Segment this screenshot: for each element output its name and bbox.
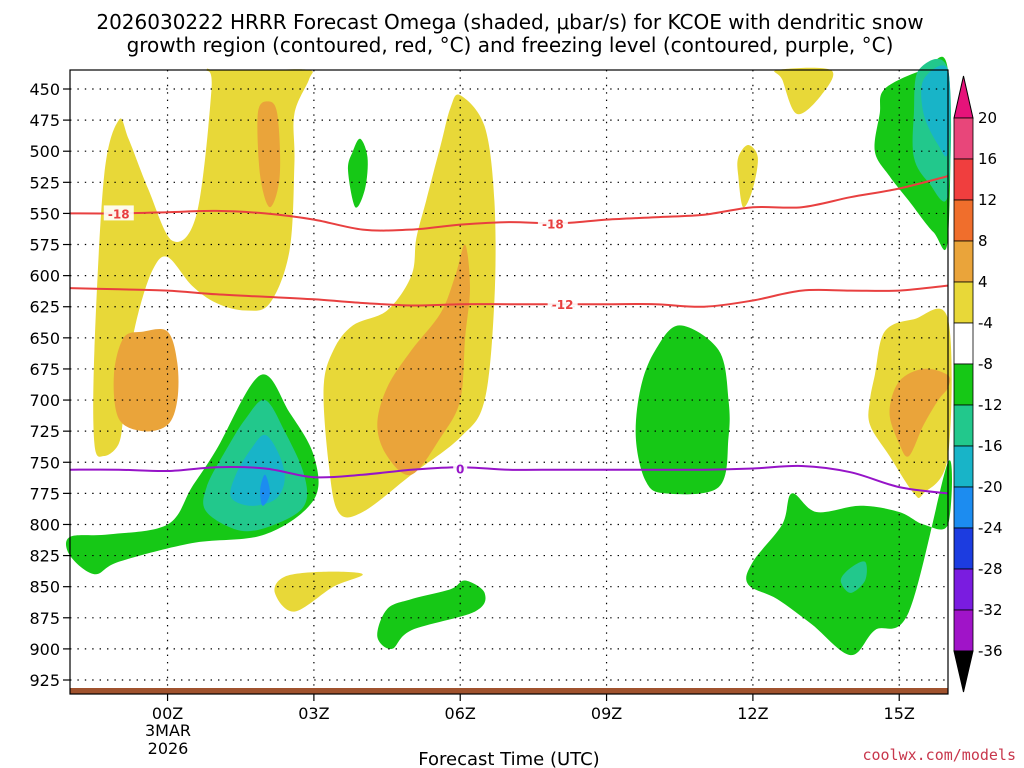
omega-region-17 (840, 561, 867, 593)
colorbar-swatch-4 (953, 281, 974, 324)
colorbar-swatch-11 (953, 568, 974, 611)
colorbar-swatch-3 (953, 240, 974, 283)
y-tick-label-750: 750 (29, 453, 60, 472)
x-tick-label-00Z: 00Z (152, 704, 183, 723)
colorbar-swatch-12 (953, 609, 974, 652)
y-tick-label-775: 775 (29, 484, 60, 503)
y-tick-label-825: 825 (29, 547, 60, 566)
colorbar-swatch-5 (953, 322, 974, 365)
colorbar-swatch-1 (953, 158, 974, 201)
colorbar-bottom-arrow (953, 650, 974, 693)
y-axis: 450 475 500 525 550 575 600 625 650 675 700 725 750 7… (29, 80, 70, 690)
omega-region-20 (921, 65, 951, 157)
omega-region-15 (377, 580, 486, 649)
omega-region-8 (377, 244, 470, 476)
contour-label-bg-1-0 (547, 296, 578, 312)
x-axis: 00Z 03Z 06Z 09Z 12Z 15Z (152, 694, 915, 723)
omega-region-19 (230, 434, 285, 506)
credit-text: coolwx.com/models (862, 746, 1016, 764)
colorbar-label-3: 8 (978, 232, 988, 250)
contour-line-0 (69, 175, 949, 232)
contour-label-bg-2-0 (453, 460, 468, 476)
y-tick-label-900: 900 (29, 640, 60, 659)
colorbar-swatch-9 (953, 486, 974, 529)
omega-region-9 (889, 368, 951, 457)
date-label-day: 3MAR (145, 721, 191, 740)
colorbar-label-7: -12 (978, 396, 1003, 414)
y-tick-label-875: 875 (29, 609, 60, 628)
y-tick-label-625: 625 (29, 298, 60, 317)
colorbar-swatch-7 (953, 404, 974, 447)
y-tick-label-800: 800 (29, 515, 60, 534)
contour-label-1-0: -12 (552, 298, 574, 312)
omega-region-21 (260, 474, 271, 506)
colorbar-label-11: -28 (978, 560, 1003, 578)
contour-label-0-1: -18 (542, 217, 564, 231)
y-tick-label-550: 550 (29, 204, 60, 223)
omega-region-5 (274, 571, 363, 612)
colorbar-label-0: 20 (978, 109, 997, 127)
plot-frame (69, 69, 949, 695)
y-tick-label-675: 675 (29, 360, 60, 379)
colorbar-swatch-2 (953, 199, 974, 242)
colorbar-top-arrow (953, 75, 974, 119)
y-tick-label-925: 925 (29, 671, 60, 690)
colorbar-swatch-6 (953, 363, 974, 406)
ground-surface-strip (70, 688, 948, 694)
y-tick-label-725: 725 (29, 422, 60, 441)
omega-region-14 (746, 460, 953, 656)
omega-region-3 (737, 145, 758, 208)
omega-region-10 (347, 138, 368, 208)
colorbar: 20 16 12 8 4 -4 -8 -12 -16 -20 -24 -28 -32 -36 (953, 75, 1003, 693)
date-label-year: 2026 (148, 739, 189, 758)
contour-line-1 (69, 284, 949, 308)
colorbar-label-5: -4 (978, 314, 993, 332)
omega-region-6 (257, 101, 281, 208)
contour-label-bg-0-1 (537, 215, 568, 231)
x-tick-label-06Z: 06Z (445, 704, 476, 723)
temperature-contours: -18 -18 -12 0 (69, 175, 949, 495)
omega-shaded-regions (65, 56, 953, 656)
omega-region-2 (774, 67, 834, 115)
chart-title-line-1: 2026030222 HRRR Forecast Omega (shaded, … (96, 10, 923, 34)
y-tick-label-525: 525 (29, 173, 60, 192)
colorbar-label-13: -36 (978, 642, 1003, 660)
omega-region-12 (635, 325, 730, 495)
x-tick-label-09Z: 09Z (591, 704, 622, 723)
colorbar-label-8: -16 (978, 437, 1003, 455)
colorbar-label-9: -20 (978, 478, 1003, 496)
y-tick-label-700: 700 (29, 391, 60, 410)
colorbar-label-10: -24 (978, 519, 1003, 537)
y-tick-label-650: 650 (29, 329, 60, 348)
dotted-grid (70, 70, 948, 694)
y-tick-label-475: 475 (29, 111, 60, 130)
chart-title-line-2: growth region (contoured, red, °C) and f… (127, 33, 894, 57)
contour-label-bg-0-0 (103, 205, 134, 221)
colorbar-label-2: 12 (978, 191, 997, 209)
x-axis-label: Forecast Time (UTC) (418, 749, 599, 768)
colorbar-label-4: 4 (978, 273, 988, 291)
colorbar-swatch-10 (953, 527, 974, 570)
y-tick-label-600: 600 (29, 267, 60, 286)
omega-region-7 (113, 329, 179, 432)
colorbar-label-12: -32 (978, 601, 1003, 619)
y-tick-label-450: 450 (29, 80, 60, 99)
contour-label-0-0: -18 (108, 207, 130, 221)
x-tick-label-15Z: 15Z (884, 704, 915, 723)
contour-label-2-0: 0 (456, 462, 464, 476)
colorbar-label-6: -8 (978, 355, 993, 373)
colorbar-label-1: 16 (978, 150, 997, 168)
y-tick-label-500: 500 (29, 142, 60, 161)
y-tick-label-850: 850 (29, 578, 60, 597)
x-tick-label-12Z: 12Z (737, 704, 768, 723)
colorbar-swatch-0 (953, 117, 974, 160)
y-tick-label-575: 575 (29, 236, 60, 255)
x-tick-label-03Z: 03Z (298, 704, 329, 723)
contour-line-2 (69, 464, 949, 495)
colorbar-swatch-8 (953, 445, 974, 488)
omega-region-0 (93, 68, 313, 457)
